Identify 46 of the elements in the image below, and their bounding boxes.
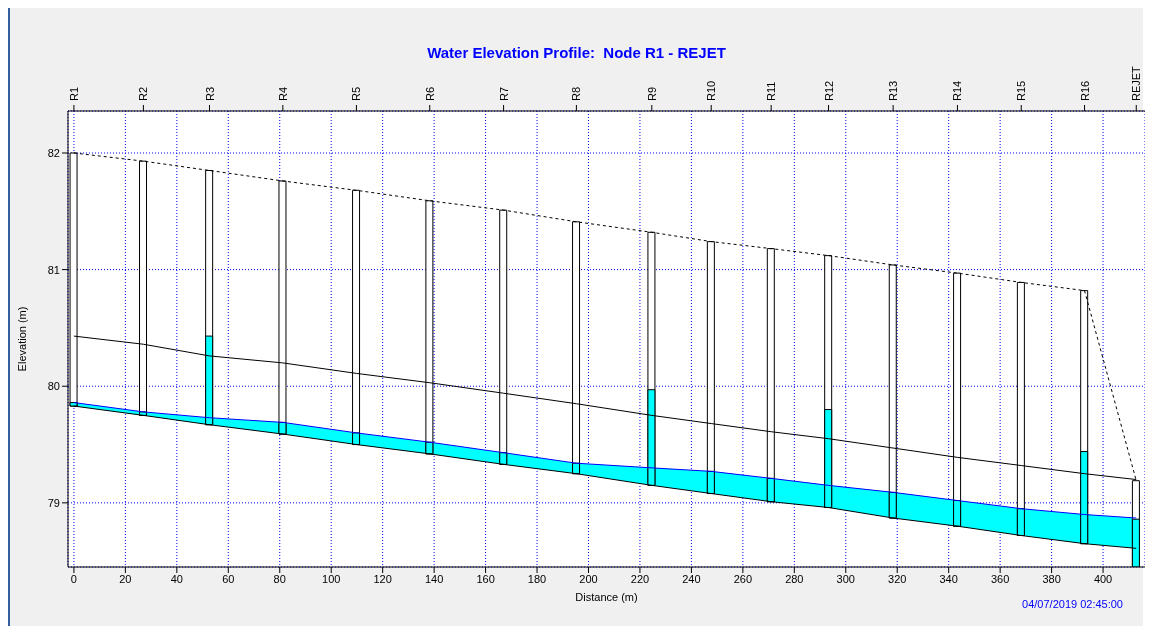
x-tick-label: 100 <box>322 572 341 585</box>
x-tick-label: 260 <box>733 572 753 585</box>
annotation: R10 <box>705 80 718 101</box>
annotation: R2 <box>137 86 150 101</box>
x-tick-label: 20 <box>119 572 132 585</box>
y-axis-title: Elevation (m) <box>15 306 28 372</box>
annotation: R13 <box>887 80 900 101</box>
x-tick-label: 0 <box>70 572 77 585</box>
x-tick-label: 60 <box>222 572 235 585</box>
x-tick-label: 400 <box>1093 572 1113 585</box>
annotation: R12 <box>822 80 835 101</box>
x-tick-label: 380 <box>1042 572 1061 585</box>
annotation: R6 <box>423 86 436 101</box>
annotation: R8 <box>570 86 583 101</box>
text: 04/07/2019 02:45:00 <box>1022 598 1123 610</box>
x-tick-label: 180 <box>527 572 547 585</box>
x-tick-label: 40 <box>170 572 183 585</box>
annotation: R15 <box>1015 80 1028 101</box>
y-tick-label: 82 <box>47 146 60 159</box>
x-axis-title: Distance (m) <box>575 591 638 603</box>
x-tick-label: 340 <box>939 572 958 585</box>
y-tick-label: 81 <box>47 263 60 276</box>
x-tick-label: 280 <box>785 572 804 585</box>
x-tick-label: 320 <box>888 572 907 585</box>
annotation: R5 <box>350 86 363 101</box>
x-tick-label: 80 <box>273 572 286 585</box>
x-tick-label: 240 <box>682 572 701 585</box>
y-tick-label: 79 <box>47 496 60 509</box>
chart-title: Water Elevation Profile: Node R1 - REJET <box>426 44 727 61</box>
x-tick-label: 140 <box>424 572 444 585</box>
annotation: REJET <box>1130 65 1143 101</box>
annotation: R9 <box>645 86 658 101</box>
x-tick-label: 220 <box>630 572 650 585</box>
annotation: R4 <box>276 86 289 101</box>
x-tick-label: 360 <box>990 572 1010 585</box>
annotation: R11 <box>765 81 778 101</box>
annotation: R16 <box>1078 80 1091 101</box>
x-tick-label: 120 <box>373 572 392 585</box>
x-tick-label: 200 <box>579 572 598 585</box>
annotation: R14 <box>951 80 964 101</box>
x-tick-label: 300 <box>836 572 855 585</box>
annotation: R7 <box>497 86 510 101</box>
annotation: R1 <box>67 86 80 101</box>
annotation: R3 <box>203 86 216 101</box>
x-tick-label: 160 <box>476 572 495 585</box>
y-tick-label: 80 <box>47 380 60 393</box>
